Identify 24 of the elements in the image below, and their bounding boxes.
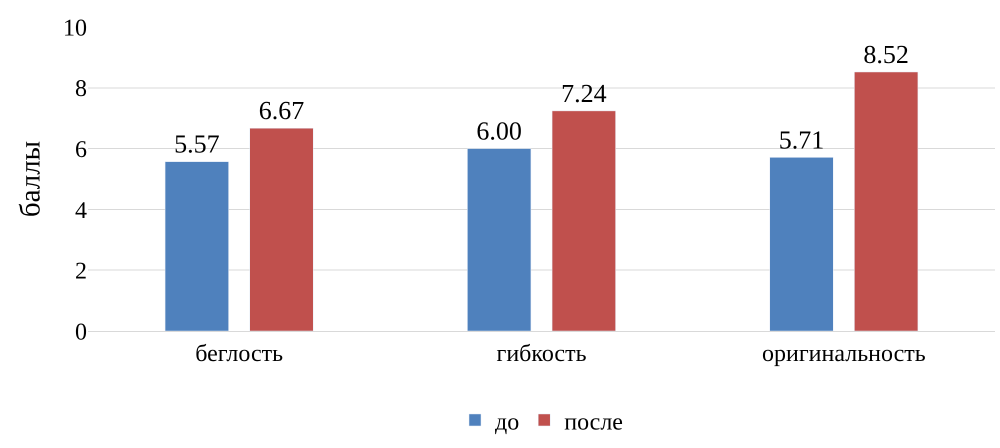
data-label: 8.52 [863, 40, 909, 69]
legend-label: после [564, 409, 623, 436]
bar [164, 161, 229, 331]
data-label: 7.24 [561, 78, 607, 108]
data-label: 5.57 [174, 130, 220, 159]
y-tick-label: 4 [75, 198, 87, 224]
y-tick-label: 10 [63, 15, 87, 42]
bar [770, 157, 834, 331]
data-label: 6.00 [476, 116, 522, 146]
bar [854, 72, 918, 331]
y-tick-label: 8 [75, 76, 87, 102]
bar [250, 128, 314, 331]
x-tick-label: оригинальность [762, 340, 926, 367]
bar [552, 110, 616, 331]
y-tick-label: 0 [75, 319, 87, 346]
legend-label: до [495, 409, 520, 436]
data-label: 6.67 [258, 96, 304, 126]
y-axis-title: баллы [14, 140, 46, 218]
data-label: 5.71 [778, 125, 824, 154]
x-tick-label: гибкость [496, 340, 587, 367]
x-tick-label: беглость [195, 340, 284, 367]
bar [467, 148, 532, 331]
y-tick-label: 2 [75, 258, 87, 285]
y-tick-label: 6 [75, 137, 87, 163]
